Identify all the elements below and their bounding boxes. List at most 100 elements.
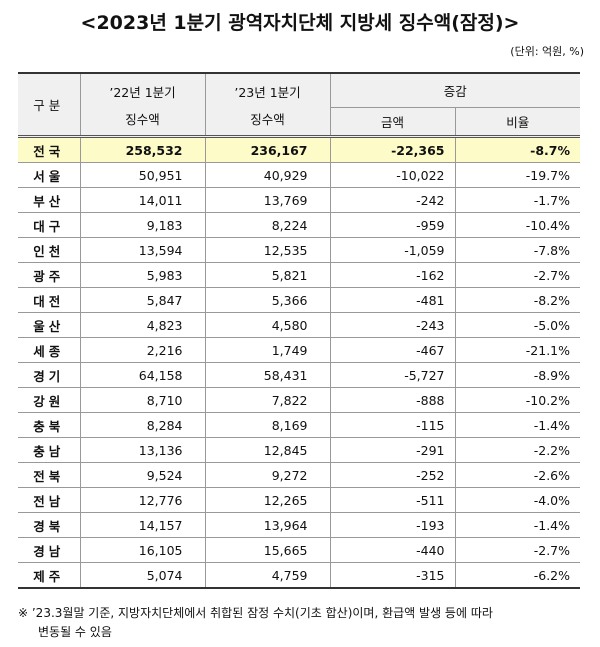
value-cell: -8.9% — [454, 362, 581, 388]
value-cell: -19.7% — [454, 162, 581, 188]
value-cell: 5,074 — [79, 562, 206, 589]
value-cell: 8,710 — [79, 387, 206, 413]
value-cell: 12,776 — [79, 487, 206, 513]
value-cell: -7.8% — [454, 237, 581, 263]
table-body: 전국 258,532 236,167 -22,365 -8.7% 서울 50,951 40,9… — [18, 135, 581, 589]
value-cell: -22,365 — [329, 135, 456, 163]
value-cell: 8,224 — [204, 212, 331, 238]
value-cell: -193 — [329, 512, 456, 538]
value-cell: -1.4% — [454, 412, 581, 438]
value-cell: -6.2% — [454, 562, 581, 589]
value-cell: 4,759 — [204, 562, 331, 589]
value-cell: -243 — [329, 312, 456, 338]
table-row: 전북 9,524 9,272 -252 -2.6% — [18, 462, 581, 488]
table-row: 대구 9,183 8,224 -959 -10.4% — [18, 212, 581, 238]
value-cell: -481 — [329, 287, 456, 313]
table-row: 충남 13,136 12,845 -291 -2.2% — [18, 437, 581, 463]
header-line: 징수액 — [125, 111, 160, 127]
value-cell: -115 — [329, 412, 456, 438]
table-row: 부산 14,011 13,769 -242 -1.7% — [18, 187, 581, 213]
table-row: 광주 5,983 5,821 -162 -2.7% — [18, 262, 581, 288]
table-row: 충북 8,284 8,169 -115 -1.4% — [18, 412, 581, 438]
value-cell: 12,535 — [204, 237, 331, 263]
table-row: 제주 5,074 4,759 -315 -6.2% — [18, 562, 581, 589]
region-cell: 인천 — [18, 237, 81, 263]
header-line: ’22년 1분기 — [109, 84, 176, 100]
region-cell: 제주 — [18, 562, 81, 589]
region-cell: 부산 — [18, 187, 81, 213]
value-cell: 50,951 — [79, 162, 206, 188]
value-cell: -8.2% — [454, 287, 581, 313]
footnote-line: 변동될 수 있음 — [38, 625, 112, 639]
region-cell: 강원 — [18, 387, 81, 413]
region-cell: 광주 — [18, 262, 81, 288]
value-cell: 13,136 — [79, 437, 206, 463]
value-cell: -4.0% — [454, 487, 581, 513]
value-cell: -5,727 — [329, 362, 456, 388]
unit-note: (단위: 억원, %) — [510, 45, 584, 58]
value-cell: -511 — [329, 487, 456, 513]
value-cell: -959 — [329, 212, 456, 238]
value-cell: 8,169 — [204, 412, 331, 438]
tax-table: 구분 ’22년 1분기 징수액 ’23년 1분기 징수액 증감 금액 비율 전국 25… — [18, 72, 581, 589]
title: <2023년 1분기 광역자치단체 지방세 징수액(잠정)> — [80, 12, 520, 34]
value-cell: 4,823 — [79, 312, 206, 338]
region-cell: 대구 — [18, 212, 81, 238]
value-cell: 4,580 — [204, 312, 331, 338]
region-cell: 서울 — [18, 162, 81, 188]
header-cell: 증감 — [329, 72, 581, 108]
header-line: ’23년 1분기 — [234, 84, 301, 100]
value-cell: -10.4% — [454, 212, 581, 238]
table-row: 전국 258,532 236,167 -22,365 -8.7% — [18, 135, 581, 163]
region-cell: 전북 — [18, 462, 81, 488]
footnote-line: ※ ’23.3월말 기준, 지방자치단체에서 취합된 잠정 수치(기초 합산)이… — [18, 606, 493, 620]
value-cell: -2.7% — [454, 262, 581, 288]
value-cell: 9,524 — [79, 462, 206, 488]
value-cell: -5.0% — [454, 312, 581, 338]
value-cell: 16,105 — [79, 537, 206, 563]
value-cell: 5,983 — [79, 262, 206, 288]
table-row: 경기 64,158 58,431 -5,727 -8.9% — [18, 362, 581, 388]
table-row: 강원 8,710 7,822 -888 -10.2% — [18, 387, 581, 413]
region-cell: 충북 — [18, 412, 81, 438]
header-cell: ’23년 1분기 징수액 — [204, 72, 331, 137]
value-cell: 1,749 — [204, 337, 331, 363]
region-cell: 울산 — [18, 312, 81, 338]
value-cell: 15,665 — [204, 537, 331, 563]
value-cell: -1.4% — [454, 512, 581, 538]
table-row: 경북 14,157 13,964 -193 -1.4% — [18, 512, 581, 538]
value-cell: -242 — [329, 187, 456, 213]
value-cell: -10,022 — [329, 162, 456, 188]
region-cell: 세종 — [18, 337, 81, 363]
value-cell: -10.2% — [454, 387, 581, 413]
value-cell: 13,964 — [204, 512, 331, 538]
table-row: 경남 16,105 15,665 -440 -2.7% — [18, 537, 581, 563]
value-cell: 7,822 — [204, 387, 331, 413]
value-cell: 9,183 — [79, 212, 206, 238]
value-cell: -1.7% — [454, 187, 581, 213]
table-row: 울산 4,823 4,580 -243 -5.0% — [18, 312, 581, 338]
value-cell: 5,366 — [204, 287, 331, 313]
value-cell: 236,167 — [204, 135, 331, 163]
table-row: 전남 12,776 12,265 -511 -4.0% — [18, 487, 581, 513]
value-cell: 258,532 — [79, 135, 206, 163]
value-cell: 12,265 — [204, 487, 331, 513]
value-cell: 2,216 — [79, 337, 206, 363]
region-cell: 전남 — [18, 487, 81, 513]
value-cell: 5,821 — [204, 262, 331, 288]
value-cell: 14,157 — [79, 512, 206, 538]
value-cell: -2.7% — [454, 537, 581, 563]
footnote: ※ ’23.3월말 기준, 지방자치단체에서 취합된 잠정 수치(기초 합산)이… — [18, 604, 493, 642]
value-cell: -291 — [329, 437, 456, 463]
header-cell: 금액 — [330, 107, 456, 137]
value-cell: 40,929 — [204, 162, 331, 188]
value-cell: -21.1% — [454, 337, 581, 363]
table-row: 서울 50,951 40,929 -10,022 -19.7% — [18, 162, 581, 188]
value-cell: 64,158 — [79, 362, 206, 388]
region-cell: 충남 — [18, 437, 81, 463]
value-cell: 13,594 — [79, 237, 206, 263]
value-cell: -162 — [329, 262, 456, 288]
value-cell: -1,059 — [329, 237, 456, 263]
value-cell: 14,011 — [79, 187, 206, 213]
